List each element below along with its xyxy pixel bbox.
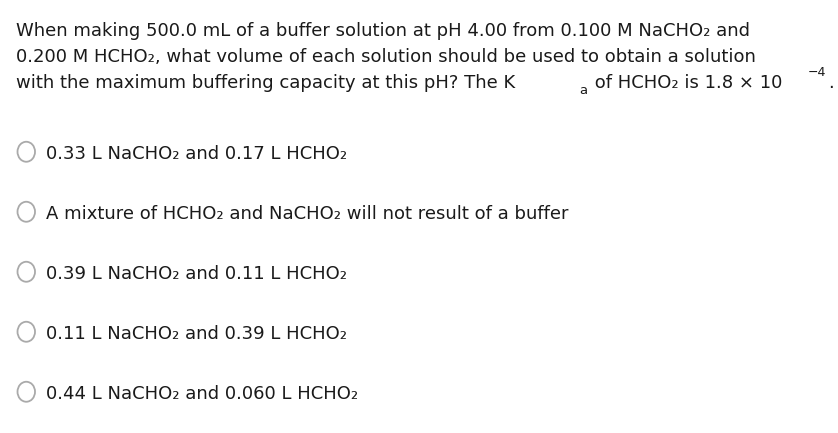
Text: a: a bbox=[580, 84, 587, 97]
Text: When making 500.0 mL of a buffer solution at pH 4.00 from 0.100 M NaCHO₂ and: When making 500.0 mL of a buffer solutio… bbox=[16, 22, 750, 40]
Text: 0.33 L NaCHO₂ and 0.17 L HCHO₂: 0.33 L NaCHO₂ and 0.17 L HCHO₂ bbox=[45, 145, 347, 163]
Text: with the maximum buffering capacity at this pH? The K: with the maximum buffering capacity at t… bbox=[16, 74, 515, 92]
Text: A mixture of HCHO₂ and NaCHO₂ will not result of a buffer: A mixture of HCHO₂ and NaCHO₂ will not r… bbox=[45, 205, 568, 223]
Text: 0.39 L NaCHO₂ and 0.11 L HCHO₂: 0.39 L NaCHO₂ and 0.11 L HCHO₂ bbox=[45, 265, 347, 283]
Text: .: . bbox=[828, 74, 834, 92]
Text: 0.44 L NaCHO₂ and 0.060 L HCHO₂: 0.44 L NaCHO₂ and 0.060 L HCHO₂ bbox=[45, 385, 358, 403]
Text: 0.200 M HCHO₂, what volume of each solution should be used to obtain a solution: 0.200 M HCHO₂, what volume of each solut… bbox=[16, 48, 756, 66]
Text: 0.11 L NaCHO₂ and 0.39 L HCHO₂: 0.11 L NaCHO₂ and 0.39 L HCHO₂ bbox=[45, 325, 347, 343]
Text: −4: −4 bbox=[807, 66, 825, 79]
Text: of HCHO₂ is 1.8 × 10: of HCHO₂ is 1.8 × 10 bbox=[589, 74, 782, 92]
